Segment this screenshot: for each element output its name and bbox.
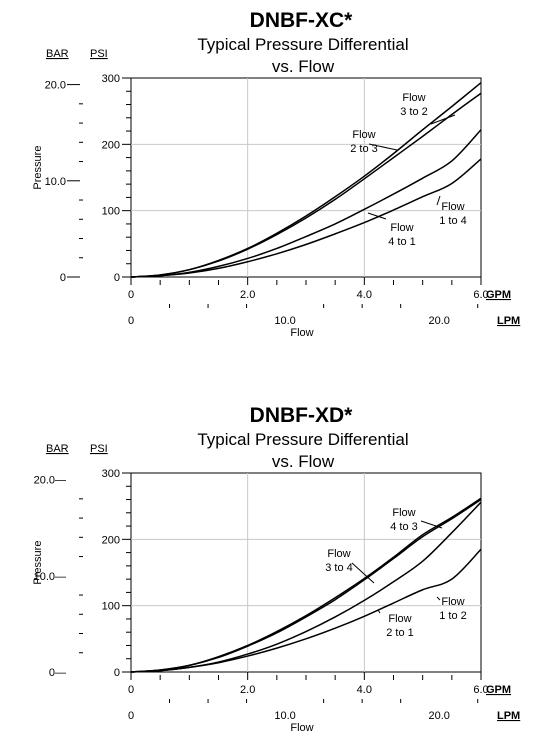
chart-subtitle-line1: Typical Pressure Differential — [197, 35, 408, 54]
series-label-line1: Flow — [392, 507, 415, 519]
chart-subtitle-line2: vs. Flow — [272, 57, 335, 76]
series-leader-line — [436, 195, 441, 206]
series-leader-line — [368, 143, 398, 151]
bar-tick-label: 10.0 — [45, 176, 66, 188]
series-line-2 — [130, 498, 482, 673]
series-leader-line — [430, 114, 456, 125]
psi-tick-label: 300 — [102, 468, 120, 480]
gpm-tick-label: 2.0 — [240, 289, 255, 301]
psi-tick-label: 200 — [102, 139, 120, 151]
y-axis-title: Pressure — [32, 541, 44, 585]
series-line-3 — [130, 129, 482, 278]
bar-unit-header: BAR — [46, 48, 69, 60]
bar-tick-label: 20.0 — [45, 80, 66, 92]
chart-1: DNBF-XC* Typical Pressure Differential vs.… — [32, 9, 520, 339]
lpm-tick-label: 20.0 — [428, 315, 449, 327]
series-label-line2: 2 to 3 — [350, 143, 378, 155]
gpm-tick-label: 0 — [128, 289, 134, 301]
psi-unit-header: PSI — [90, 48, 108, 60]
psi-unit-header: PSI — [90, 443, 108, 455]
series-label-line2: 1 to 2 — [439, 610, 467, 622]
x-axis-title: Flow — [290, 722, 313, 734]
gpm-tick-label: 6.0 — [473, 684, 488, 696]
series-label-line2: 1 to 4 — [439, 215, 467, 227]
gpm-tick-label: 6.0 — [473, 289, 488, 301]
series-label-line1: Flow — [327, 548, 350, 560]
chart-title: DNBF-XD* — [250, 404, 353, 427]
series-label-line1: Flow — [388, 613, 411, 625]
series-line-4 — [130, 548, 482, 673]
gpm-tick-label: 2.0 — [240, 684, 255, 696]
series-line-1 — [130, 82, 482, 278]
series-line-2 — [130, 92, 482, 278]
x-axis-title: Flow — [290, 327, 313, 339]
series-label-line2: 3 to 4 — [325, 562, 353, 574]
series-leader-line — [436, 596, 441, 601]
y-axis-title: Pressure — [32, 146, 44, 190]
bar-tick-label: 10.0— — [34, 571, 66, 583]
bar-tick-label: 20.0— — [34, 475, 66, 487]
lpm-tick-label: 0 — [128, 315, 134, 327]
series-leader-line — [351, 562, 375, 584]
plot-frame — [130, 77, 482, 278]
psi-tick-label: 0 — [114, 667, 120, 679]
series-line-4 — [130, 158, 482, 278]
series-label-line1: Flow — [352, 129, 375, 141]
lpm-unit-label: LPM — [497, 315, 520, 327]
gpm-tick-label: 4.0 — [357, 289, 372, 301]
psi-tick-label: 100 — [102, 206, 120, 218]
chart-2: DNBF-XD* Typical Pressure Differential vs.… — [32, 404, 520, 734]
series-label-line2: 3 to 2 — [400, 106, 428, 118]
gpm-tick-label: 0 — [128, 684, 134, 696]
series-label-line1: Flow — [402, 92, 425, 104]
series-label-line2: 2 to 1 — [386, 627, 414, 639]
bar-unit-header: BAR — [46, 443, 69, 455]
series-label-line1: Flow — [441, 596, 464, 608]
bar-tick-label: 0— — [49, 667, 66, 679]
plot-frame — [130, 472, 482, 673]
chart-title: DNBF-XC* — [250, 9, 353, 32]
psi-tick-label: 0 — [114, 272, 120, 284]
lpm-tick-label: 10.0 — [274, 315, 295, 327]
psi-tick-label: 300 — [102, 73, 120, 85]
lpm-unit-label: LPM — [497, 710, 520, 722]
series-leader-line — [367, 212, 387, 220]
series-line-1 — [130, 497, 482, 673]
psi-tick-label: 100 — [102, 601, 120, 613]
series-label-line1: Flow — [441, 201, 464, 213]
lpm-tick-label: 10.0 — [274, 710, 295, 722]
chart-subtitle-line2: vs. Flow — [272, 452, 335, 471]
gpm-unit-label: GPM — [486, 684, 511, 696]
series-label-line1: Flow — [390, 222, 413, 234]
lpm-tick-label: 0 — [128, 710, 134, 722]
gpm-unit-label: GPM — [486, 289, 511, 301]
gpm-tick-label: 4.0 — [357, 684, 372, 696]
psi-tick-label: 200 — [102, 534, 120, 546]
bar-tick-label: 0 — [60, 272, 66, 284]
series-label-line2: 4 to 1 — [388, 236, 416, 248]
series-label-line2: 4 to 3 — [390, 521, 418, 533]
lpm-tick-label: 20.0 — [428, 710, 449, 722]
chart-subtitle-line1: Typical Pressure Differential — [197, 430, 408, 449]
